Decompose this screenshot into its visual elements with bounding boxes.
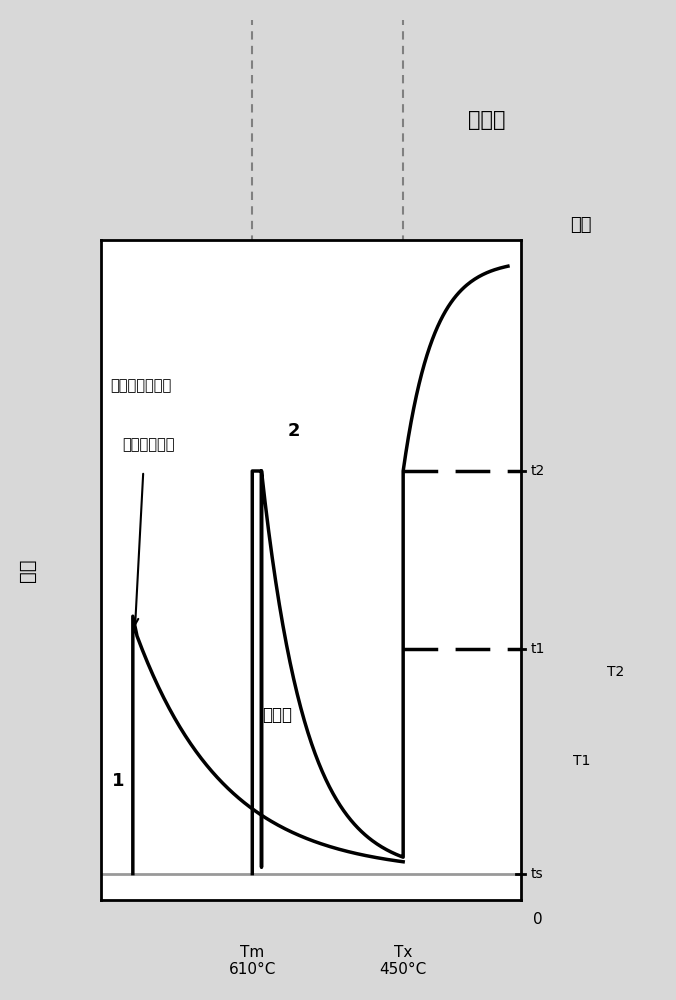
Text: t2: t2 (531, 464, 545, 478)
Text: 0: 0 (533, 912, 542, 927)
Text: 1: 1 (112, 772, 124, 790)
Text: 温度: 温度 (18, 558, 37, 582)
Text: 2: 2 (288, 422, 300, 440)
Text: （～几纳秒）: （～几纳秒） (122, 437, 175, 452)
Text: t1: t1 (531, 642, 545, 656)
Text: ts: ts (531, 867, 544, 881)
Text: 非晶化复位脉冲: 非晶化复位脉冲 (110, 378, 171, 393)
Text: T1: T1 (573, 754, 590, 768)
Text: Tx
450°C: Tx 450°C (379, 945, 427, 977)
Text: 单位图: 单位图 (468, 110, 506, 130)
Text: 结晶化: 结晶化 (262, 706, 293, 724)
Text: Tm
610°C: Tm 610°C (228, 945, 276, 977)
Text: 时间: 时间 (571, 216, 592, 234)
Text: T2: T2 (606, 665, 624, 679)
